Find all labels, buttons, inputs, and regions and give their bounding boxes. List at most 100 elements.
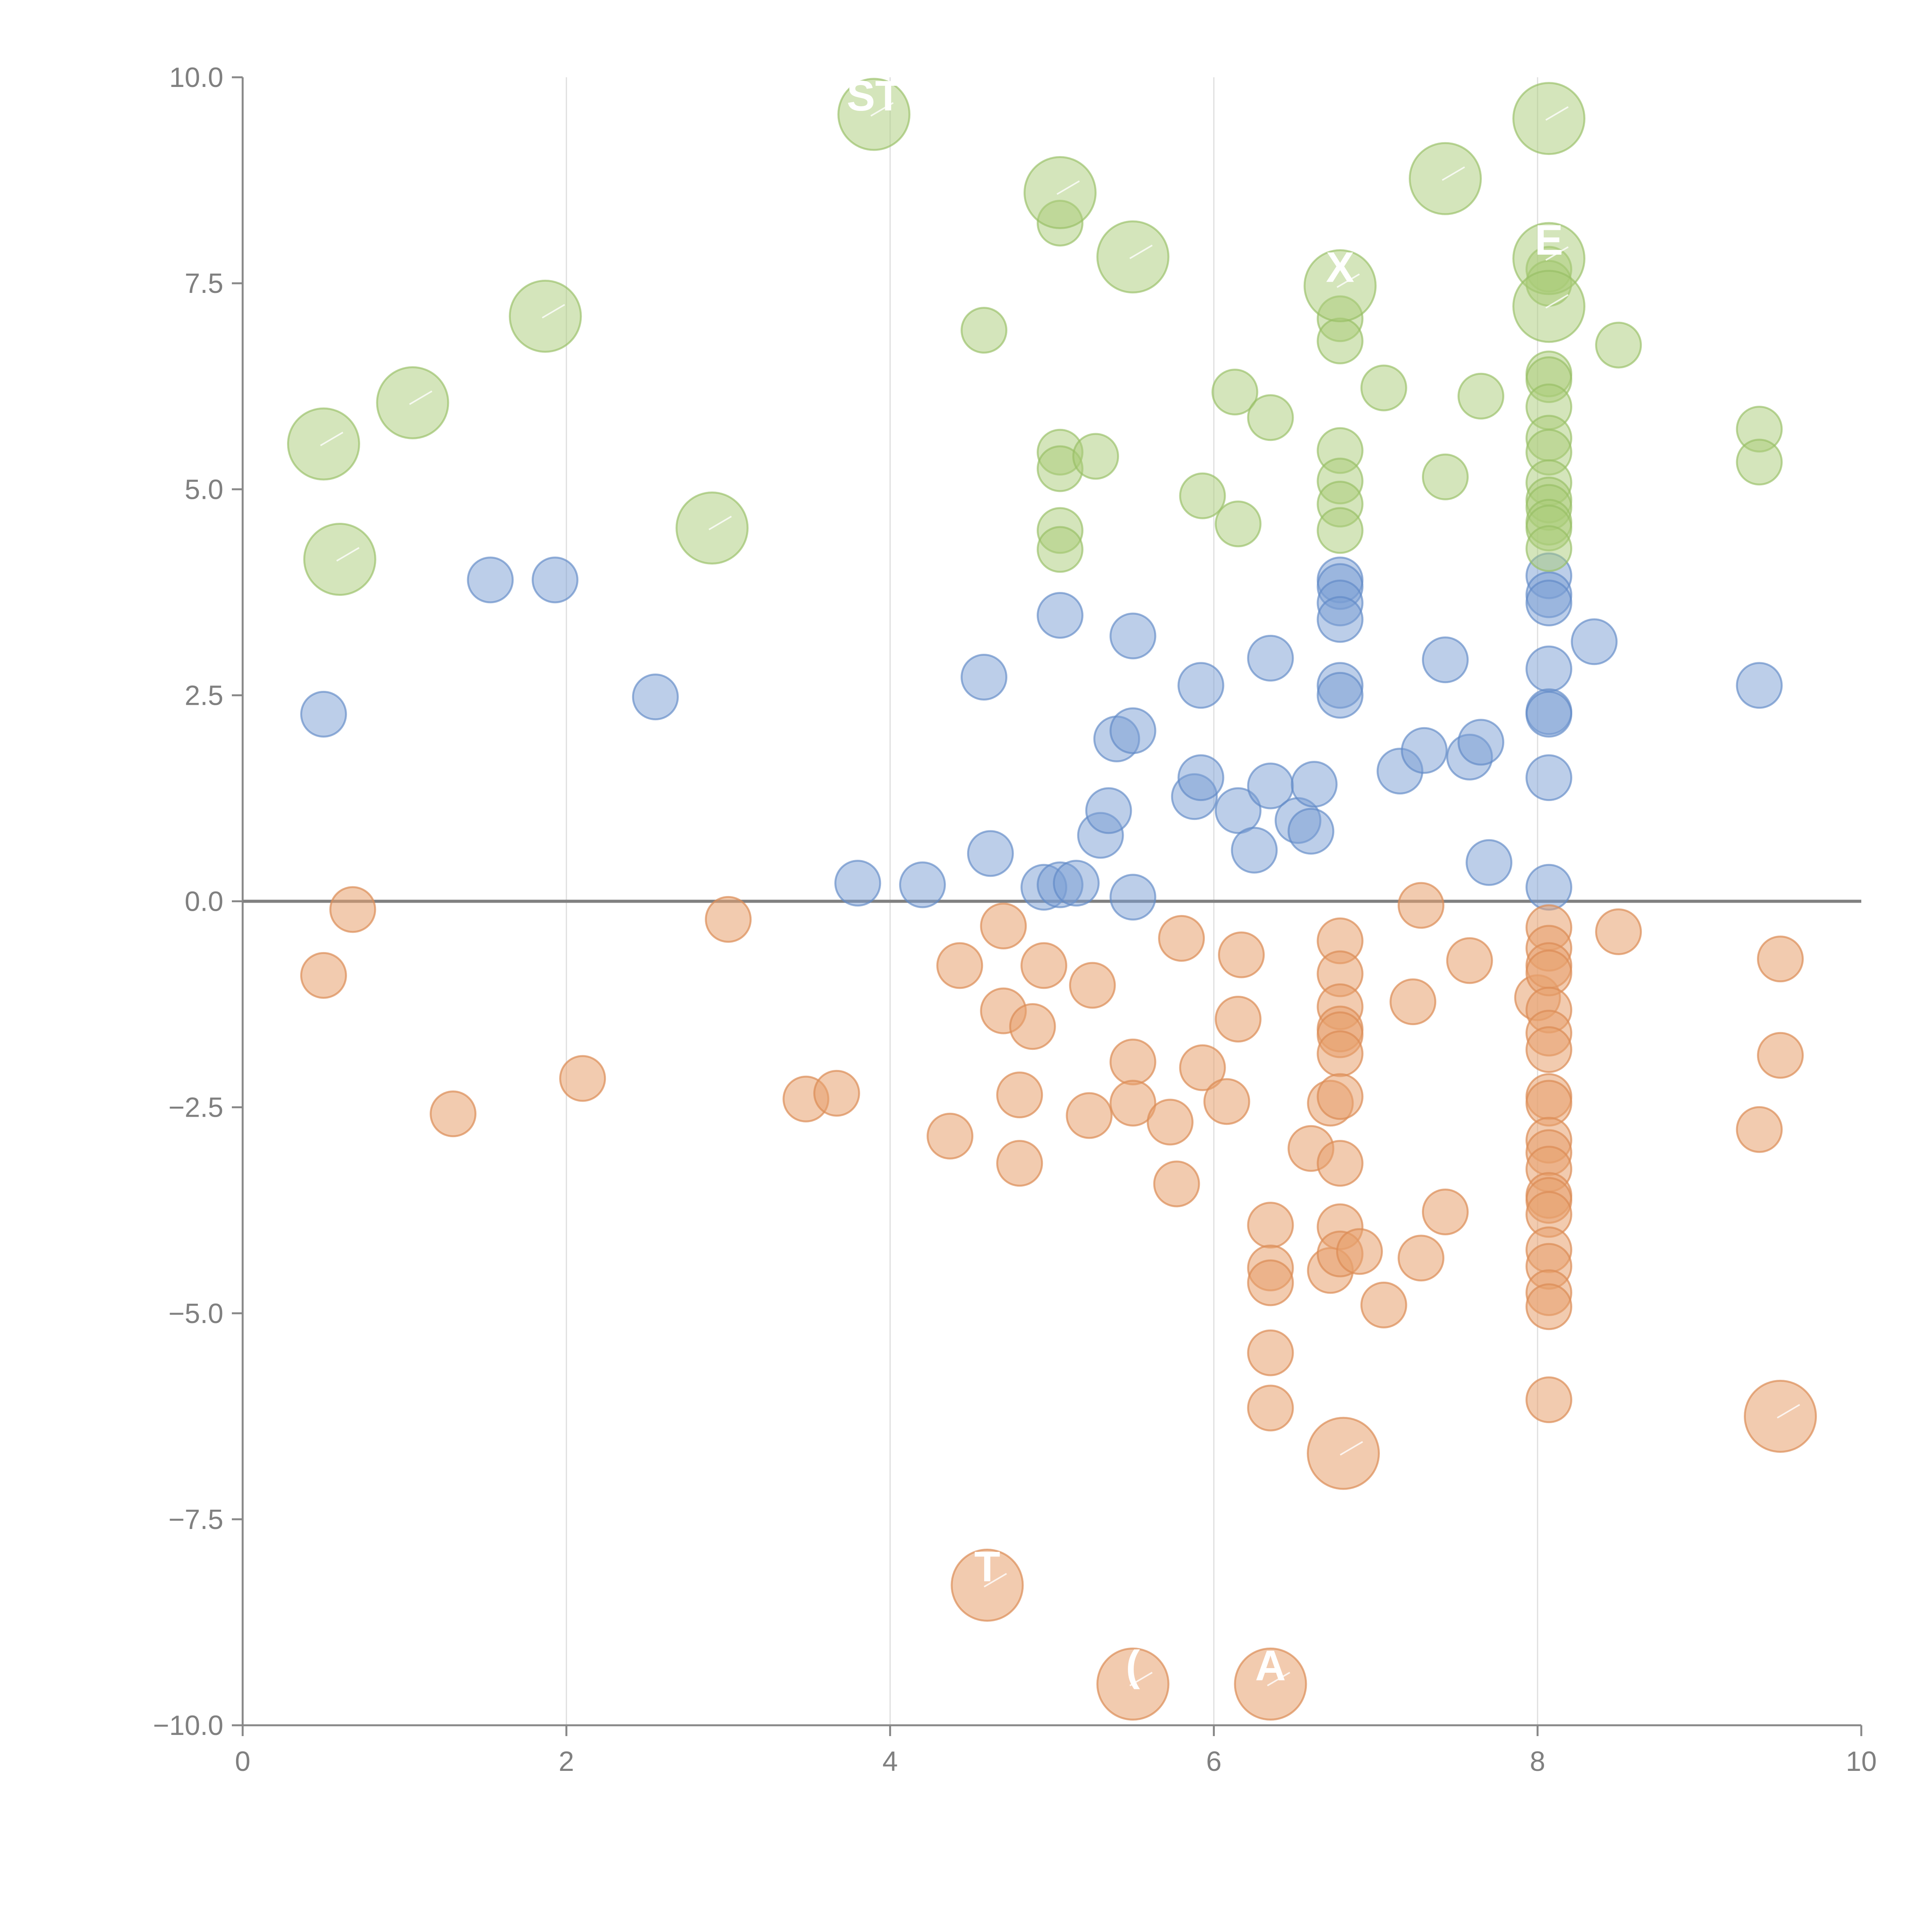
blue-point (1177, 754, 1225, 801)
orange-point (1153, 1160, 1200, 1208)
green-point (1214, 500, 1262, 548)
bubble-leader-line (870, 102, 894, 117)
x-tick-label: 6 (1206, 1746, 1221, 1777)
blue-point (1526, 690, 1573, 738)
y-tick-label: −7.5 (168, 1504, 223, 1535)
orange-point (1526, 1026, 1573, 1073)
green-point (1316, 317, 1364, 364)
bubble-leader-line (708, 515, 732, 531)
orange-point (1757, 935, 1804, 983)
orange-point (1336, 1228, 1383, 1275)
blue-point (300, 690, 347, 738)
orange-point (705, 896, 752, 943)
orange-point (1214, 995, 1262, 1043)
bubble-leader-line (1337, 273, 1360, 288)
blue-point (467, 556, 514, 604)
orange-point (1446, 937, 1493, 984)
orange-point (1247, 1384, 1294, 1432)
orange-point (1146, 1099, 1194, 1146)
green-point (1036, 526, 1083, 573)
green-point (1247, 394, 1294, 441)
bubble-label: ( (1126, 1642, 1140, 1689)
y-tick-label: 7.5 (185, 268, 223, 299)
orange-point (980, 902, 1027, 949)
orange-point (1595, 908, 1642, 955)
blue-point (1036, 592, 1083, 639)
orange-point (996, 1071, 1043, 1119)
blue-point (1526, 645, 1573, 692)
orange-point (1247, 1259, 1294, 1306)
blue-point (1458, 719, 1505, 766)
blue-point (834, 860, 881, 907)
orange-point (1109, 1038, 1156, 1085)
blue-point (1287, 808, 1335, 855)
blue-point (1526, 580, 1573, 627)
orange-point (1422, 1188, 1469, 1235)
blue-point (1422, 636, 1469, 684)
y-tick-label: 2.5 (185, 680, 223, 711)
blue-point (961, 653, 1008, 701)
x-tick-label: 10 (1846, 1746, 1877, 1777)
y-tick-label: −5.0 (168, 1298, 223, 1329)
green-point (1526, 525, 1573, 572)
blue-point (1231, 827, 1278, 874)
blue-point (1526, 754, 1573, 801)
orange-point (1218, 931, 1265, 978)
bubble-leader-line (320, 432, 344, 446)
bubble-label: T (974, 1543, 1000, 1590)
bubble-leader-line (1129, 245, 1153, 259)
orange-point (1158, 915, 1205, 962)
orange-point (1736, 1106, 1783, 1153)
blue-point (1401, 727, 1448, 774)
blue-point (531, 556, 578, 604)
orange-point (1203, 1078, 1250, 1125)
bubble-label: A (1255, 1642, 1286, 1689)
y-tick-label: 10.0 (169, 62, 223, 93)
green-point (961, 307, 1008, 354)
blue-point (1466, 839, 1513, 886)
orange-point (813, 1070, 860, 1117)
orange-point (1398, 1235, 1445, 1282)
green-point (1360, 364, 1407, 412)
bubble-leader-line (1545, 246, 1569, 261)
blue-point (1736, 662, 1783, 709)
orange-point (1360, 1281, 1407, 1328)
blue-point (1571, 618, 1618, 665)
green-point (1422, 453, 1469, 500)
y-tick-label: 5.0 (185, 474, 223, 505)
x-tick-label: 4 (883, 1746, 898, 1777)
bubble-leader-line (1056, 180, 1080, 195)
bubble-label: X (1326, 244, 1354, 291)
bubble-leader-line (1777, 1404, 1800, 1419)
blue-point (1053, 860, 1100, 907)
orange-point (1009, 1003, 1056, 1050)
orange-point (1247, 1329, 1294, 1376)
blue-point (1177, 662, 1225, 709)
orange-point (936, 942, 983, 989)
orange-point (1020, 942, 1068, 989)
orange-point (1109, 1080, 1156, 1127)
green-point (1072, 433, 1119, 480)
orange-point (329, 886, 376, 933)
orange-point (559, 1055, 606, 1102)
green-point (1458, 372, 1505, 420)
bubble-leader-line (1129, 1672, 1153, 1687)
green-point (1736, 439, 1783, 486)
green-point (1211, 369, 1259, 416)
orange-point (430, 1090, 477, 1138)
blue-point (1109, 707, 1156, 754)
blue-point (1247, 634, 1294, 682)
blue-point (1109, 874, 1156, 921)
blue-point (1085, 787, 1132, 834)
orange-point (996, 1140, 1043, 1187)
orange-point (1066, 1092, 1113, 1139)
bubble-label: E (1535, 216, 1563, 264)
blue-point (632, 673, 679, 721)
bubble-leader-line (1340, 1441, 1363, 1456)
x-tick-label: 2 (559, 1746, 574, 1777)
axis-layer: 0 2 4 6 8 10 −10.0 −7.5 −5.0 −2.5 0.0 2.5 5.0 7.5 10.0 (153, 62, 1877, 1777)
orange-point (1316, 1030, 1364, 1077)
blue-point (1291, 761, 1338, 808)
y-tick-label: −10.0 (153, 1710, 223, 1741)
